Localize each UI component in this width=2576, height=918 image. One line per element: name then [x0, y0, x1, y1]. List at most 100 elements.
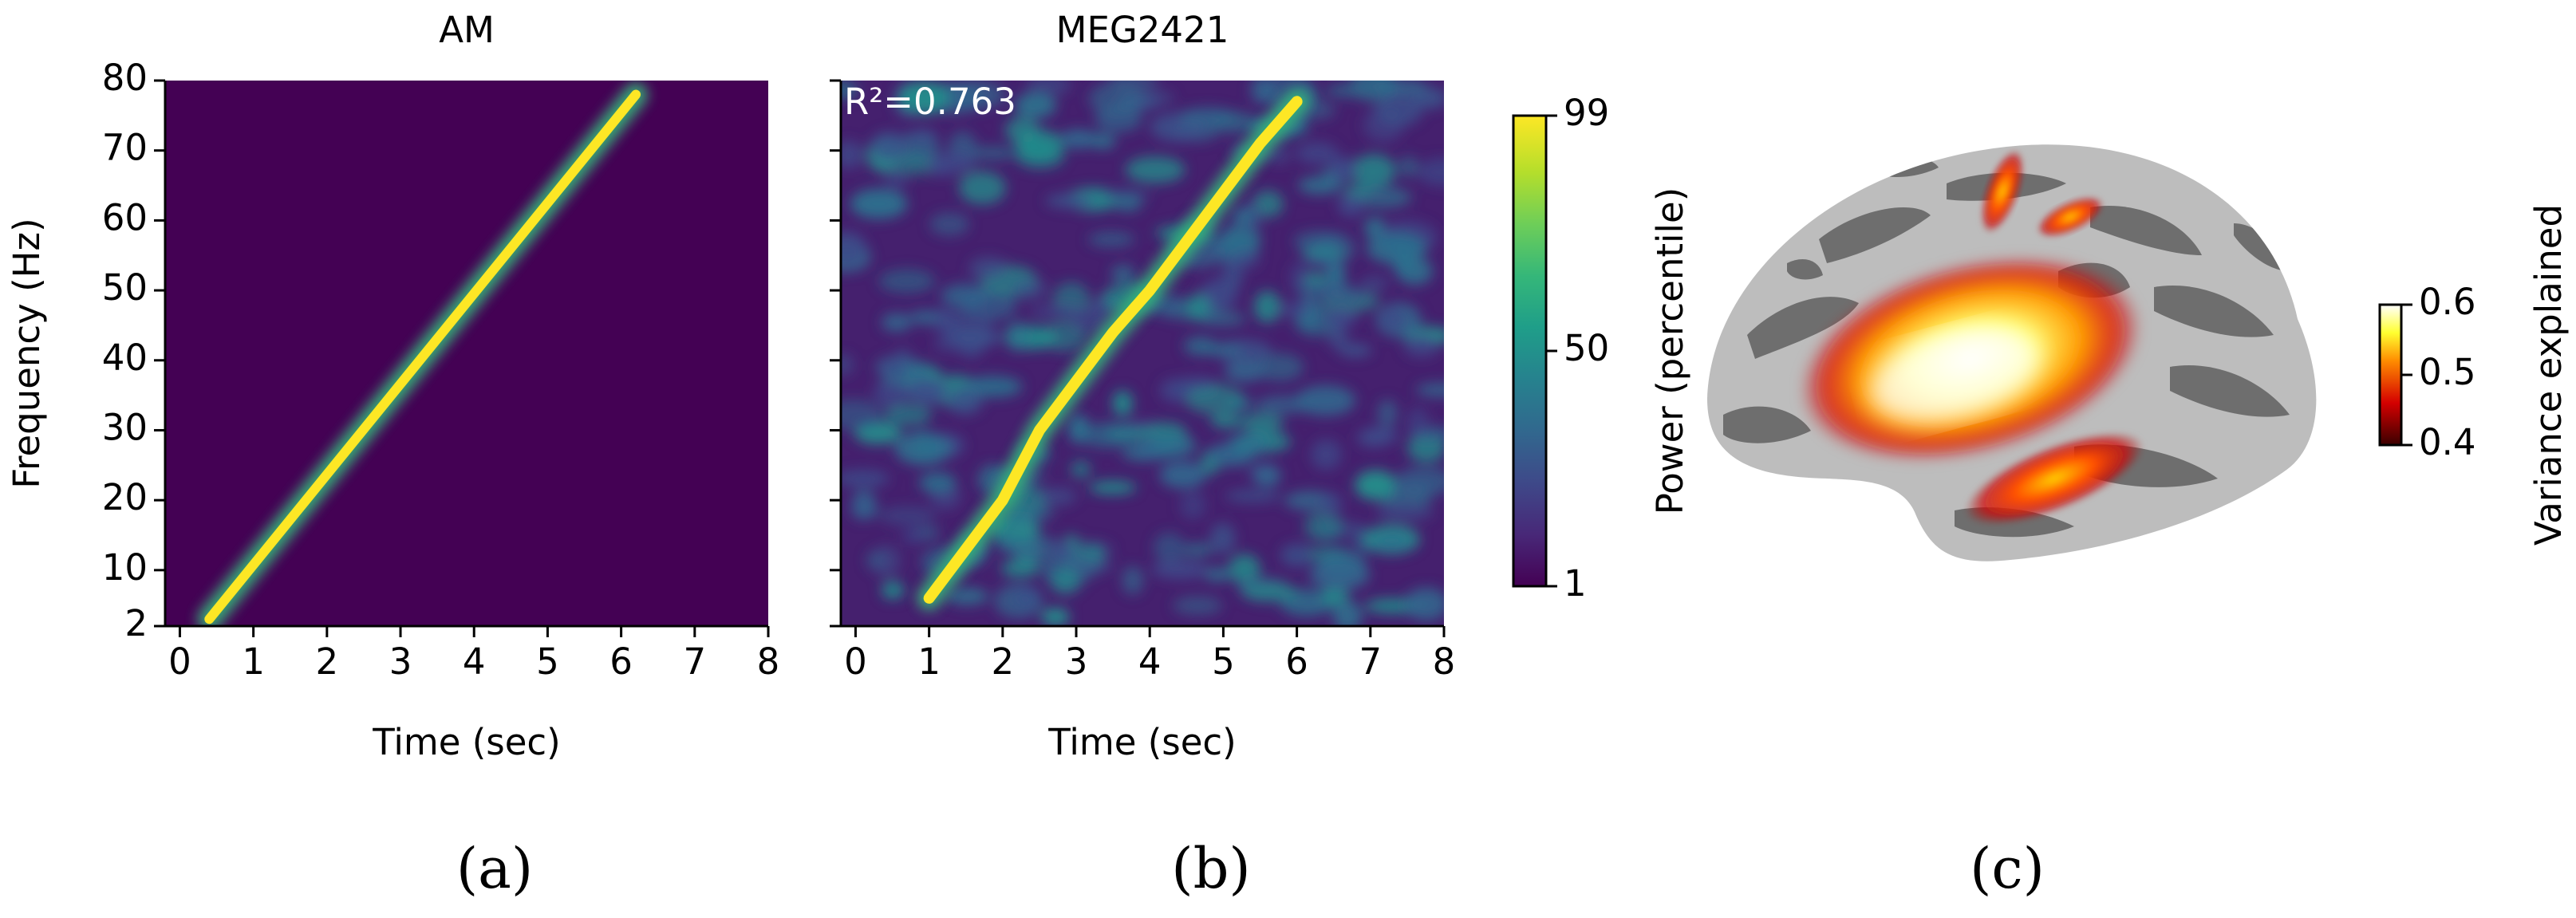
noise-blob: [873, 378, 911, 408]
noise-blob: [1109, 81, 1159, 91]
noise-blob: [1237, 250, 1260, 269]
noise-blob: [1241, 412, 1284, 433]
panel-label: (b): [1171, 836, 1250, 901]
noise-blob: [1322, 585, 1349, 607]
noise-blob: [933, 337, 979, 353]
noise-blob: [968, 256, 1008, 281]
noise-blob: [1071, 307, 1108, 333]
noise-blob: [1289, 261, 1311, 291]
colorbar-label: Variance explained: [2527, 204, 2570, 546]
noise-blob: [1212, 112, 1258, 134]
noise-blob: [1000, 560, 1040, 577]
noise-blob: [948, 387, 983, 415]
noise-blob: [881, 313, 912, 332]
noise-blob: [919, 472, 957, 494]
activation: [1799, 149, 2144, 526]
panel-label: (c): [1970, 836, 2045, 901]
noise-blob: [1375, 501, 1434, 522]
noise-blob: [1221, 257, 1244, 291]
noise-blob: [1343, 184, 1371, 199]
noise-blob: [1004, 320, 1030, 352]
noise-blob: [1037, 487, 1077, 506]
noise-blob: [1301, 246, 1347, 260]
noise-blob: [850, 188, 908, 219]
x-tick-label: 5: [1212, 640, 1235, 683]
noise-blob: [1183, 336, 1217, 356]
noise-blob: [1325, 262, 1346, 287]
noise-blob: [1015, 92, 1057, 119]
noise-blob: [1159, 461, 1207, 489]
noise-blob: [1050, 568, 1081, 595]
noise-blob: [841, 140, 863, 169]
ridge: [923, 96, 1303, 604]
noise-blob: [1398, 156, 1418, 178]
noise-blob: [1319, 492, 1343, 517]
noise-blob: [1026, 81, 1071, 96]
x-tick-label: 0: [844, 640, 867, 683]
x-tick-label: 3: [1065, 640, 1088, 683]
noise-blob: [1404, 587, 1444, 621]
x-tick-label: 5: [536, 640, 559, 683]
noise-blob: [878, 269, 936, 294]
noise-blob: [1112, 390, 1133, 417]
noise-blob: [879, 506, 937, 526]
noise-blob: [1229, 432, 1269, 456]
y-tick-label: 10: [102, 546, 148, 589]
x-tick-label: 1: [917, 640, 941, 683]
colorbar-tick-label: 0.4: [2419, 421, 2476, 463]
noise-blob: [1011, 278, 1048, 301]
x-tick-label: 6: [1285, 640, 1308, 683]
noise-blob: [1225, 489, 1281, 502]
x-tick-label: 6: [609, 640, 633, 683]
colorbar: [1512, 114, 1548, 588]
noise-blob: [1374, 94, 1423, 127]
noise-blob: [870, 132, 908, 162]
noise-blob: [906, 377, 949, 405]
y-tick-label: 70: [102, 127, 148, 169]
noise-blob: [1403, 334, 1440, 357]
noise-blob: [1309, 559, 1371, 591]
x-tick-label: 7: [683, 640, 706, 683]
noise-blob: [1122, 565, 1144, 595]
noise-blob: [1395, 467, 1444, 497]
noise-blob: [1324, 309, 1353, 327]
colorbar-label: Power (percentile): [1649, 187, 1691, 515]
noise-blob: [1029, 304, 1084, 320]
noise-blob: [1210, 412, 1243, 429]
noise-blob: [1090, 133, 1116, 149]
noise-blob: [1070, 460, 1091, 479]
noise-blob: [1014, 585, 1039, 611]
noise-blob: [1379, 306, 1404, 332]
colorbar-tick-label: 0.6: [2419, 281, 2476, 323]
x-axis-label: Time (sec): [372, 721, 560, 763]
noise-blob: [1173, 596, 1223, 616]
x-tick-label: 4: [1138, 640, 1162, 683]
y-tick-label: 40: [102, 337, 148, 379]
noise-blob: [1355, 470, 1397, 501]
noise-blob: [995, 529, 1020, 554]
noise-blob: [1181, 543, 1214, 557]
noise-blob: [1041, 608, 1070, 626]
noise-blob: [1229, 554, 1260, 585]
noise-blob: [1415, 383, 1444, 397]
noise-blob: [1113, 194, 1142, 212]
noise-blob: [841, 230, 867, 266]
noise-blob: [1079, 422, 1138, 448]
noise-blob: [1296, 142, 1339, 164]
noise-blob: [1253, 290, 1281, 323]
x-tick-label: 0: [168, 640, 191, 683]
noise-blob: [911, 430, 936, 463]
noise-blob: [841, 354, 854, 376]
noise-blob: [1339, 344, 1372, 357]
noise-blob: [1329, 156, 1357, 182]
chart-title: MEG2421: [1056, 9, 1229, 51]
x-tick-label: 7: [1359, 640, 1382, 683]
noise-blob: [1221, 223, 1261, 257]
noise-blob: [1377, 399, 1398, 427]
colorbar-tick-label: 0.5: [2419, 351, 2476, 393]
x-tick-label: 1: [242, 640, 265, 683]
noise-blob: [1087, 231, 1135, 247]
noise-blob: [1224, 360, 1265, 382]
